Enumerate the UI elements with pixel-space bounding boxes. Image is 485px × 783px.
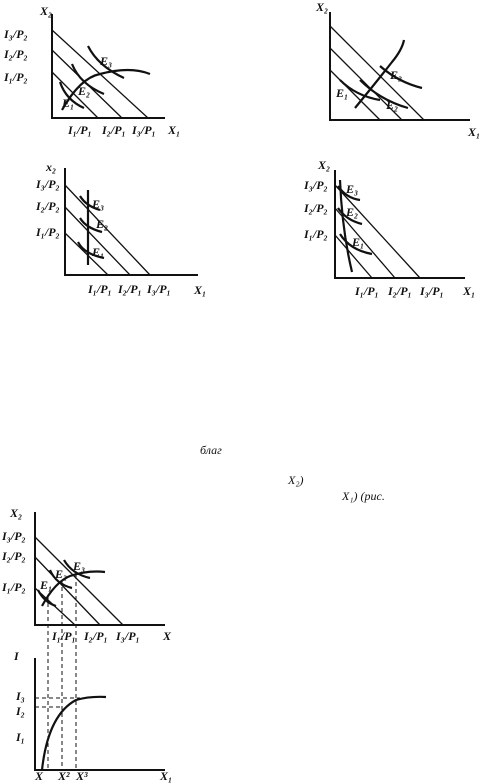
axis-label: I₁ <box>15 730 25 744</box>
axis-label: I₁/P₂ <box>3 70 28 84</box>
axis-label: I₂/P₁ <box>101 123 126 137</box>
axis-label: E₃ <box>389 68 402 82</box>
axis-label: X₁ <box>467 125 480 139</box>
axis-label: X³ <box>75 769 88 783</box>
axis-label: X₂ <box>315 0 328 14</box>
axis-label: I₁/P₁ <box>67 123 92 137</box>
figure-6 <box>34 658 165 771</box>
text-fragment: благ <box>200 443 222 457</box>
axis-label: I₂/P₂ <box>1 549 26 563</box>
figure-5 <box>34 512 165 770</box>
axis-label: I₂/P₂ <box>303 201 328 215</box>
axis-label: E₃ <box>72 559 85 573</box>
axis-label: I₁/P₂ <box>303 227 328 241</box>
axis-label: I₂/P₂ <box>35 199 60 213</box>
axis-label: E₁ <box>39 578 52 592</box>
axis-label: I₃ <box>15 689 25 703</box>
text-fragment: X₁) (рис. <box>341 489 385 503</box>
axis-label: I₁/P₁ <box>51 629 76 643</box>
axis-label: I₂/P₁ <box>83 629 108 643</box>
axis-label: E₂ <box>95 217 108 231</box>
axis-label: I₁/P₂ <box>35 225 60 239</box>
figure-3 <box>64 168 198 276</box>
axis-label: X₂ <box>9 506 22 520</box>
axis-label: X₂ <box>317 158 330 172</box>
axis-label: X₁ <box>193 283 206 297</box>
axis-label: I₂ <box>15 704 25 718</box>
axis-label: X₁ <box>167 123 180 137</box>
axis-label: E₃ <box>91 197 104 211</box>
axis-label: I₃/P₂ <box>303 178 328 192</box>
axis-label: E₁ <box>91 245 104 259</box>
figure-4 <box>334 170 465 279</box>
axis-label: I₁/P₁ <box>354 284 379 298</box>
axis-label: E₁ <box>351 235 364 249</box>
axis-label: E₁ <box>335 86 348 100</box>
axis-label: E₃ <box>99 54 112 68</box>
axis-label: E₂ <box>385 98 398 112</box>
axis-label: I₂/P₁ <box>117 282 142 296</box>
axis-label: E₃ <box>345 182 358 196</box>
axis-label: x₂ <box>45 160 56 174</box>
axis-label: X <box>34 769 44 783</box>
axis-label: E₂ <box>77 84 90 98</box>
axis-label: X₂ <box>39 4 52 18</box>
axis-label: I₃/P₂ <box>1 529 26 543</box>
axis-label: I₁/P₂ <box>1 580 26 594</box>
axis-label: I₂/P₁ <box>387 284 412 298</box>
axis-label: I₁/P₁ <box>87 282 112 296</box>
axis-label: E₂ <box>54 567 67 581</box>
axis-label: I <box>13 649 20 663</box>
text-fragment: X₂) <box>287 473 304 487</box>
axis-label: E₂ <box>345 205 358 219</box>
axis-label: I₃/P₂ <box>3 27 28 41</box>
figure-1 <box>51 14 165 119</box>
axis-label: X <box>162 629 172 643</box>
axis-label: I₃/P₁ <box>146 282 171 296</box>
axis-label: X² <box>57 769 70 783</box>
axis-label: X₁ <box>159 769 172 783</box>
figure-2 <box>329 12 470 121</box>
axis-label: I₂/P₂ <box>3 47 28 61</box>
axis-label: I₃/P₁ <box>131 123 156 137</box>
axis-label: X₁ <box>462 284 475 298</box>
axis-label: E₁ <box>61 96 74 110</box>
axis-label: I₃/P₁ <box>115 629 140 643</box>
axis-label: I₃/P₂ <box>35 177 60 191</box>
axis-label: I₃/P₁ <box>419 284 444 298</box>
